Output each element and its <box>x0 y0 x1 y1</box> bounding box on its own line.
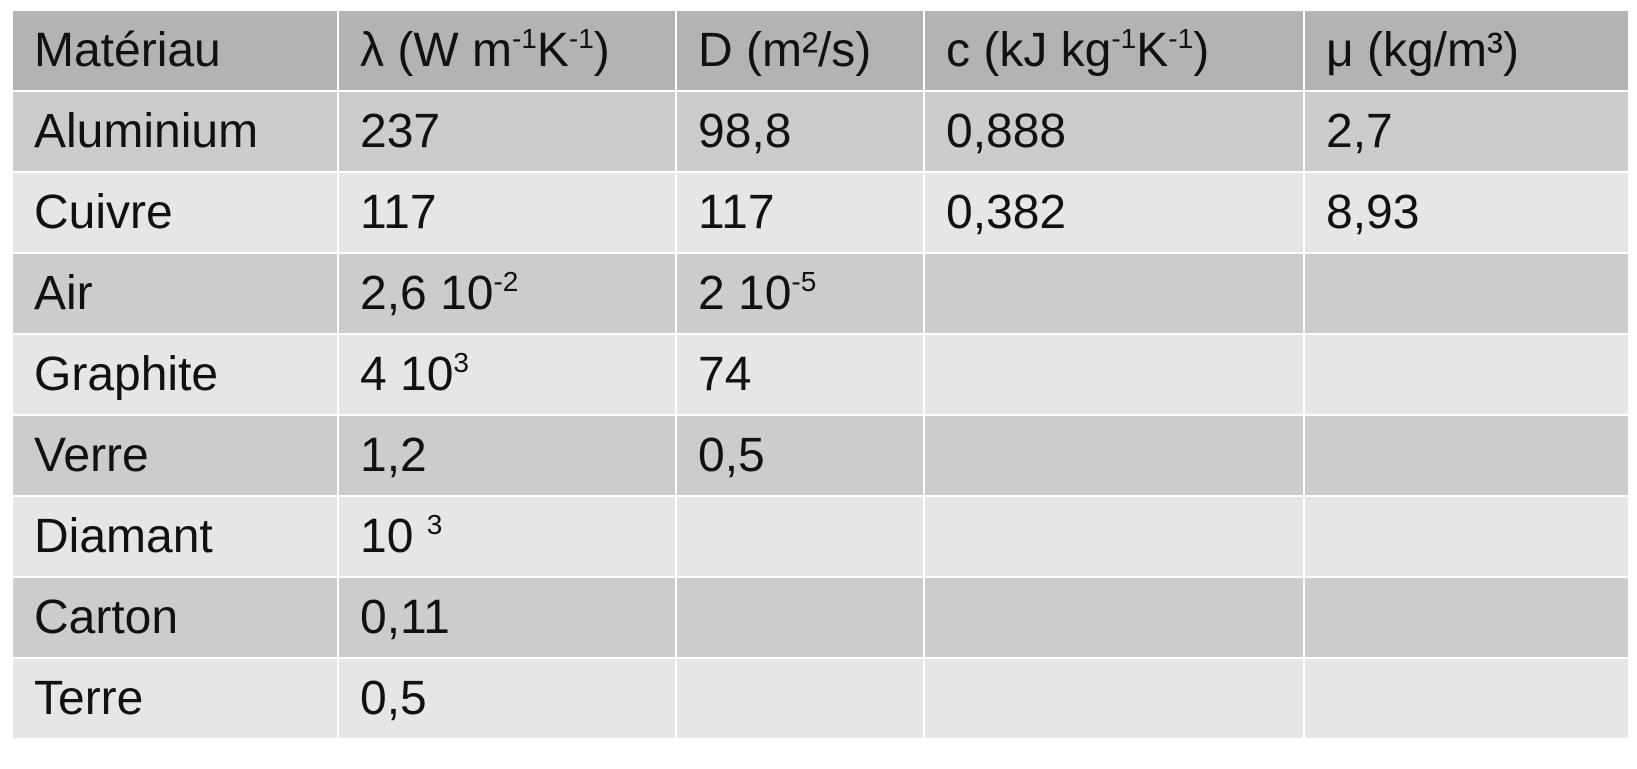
text: 2 10 <box>698 267 792 320</box>
table-row: Diamant 10 3 <box>11 495 1630 578</box>
table-row: Aluminium 237 98,8 0,888 2,7 <box>11 90 1630 173</box>
table-cell: 4 103 <box>337 333 677 416</box>
table-cell <box>1303 333 1630 416</box>
table-cell: 117 <box>675 171 925 254</box>
header-cell: μ (kg/m³) <box>1303 9 1630 92</box>
superscript: 3 <box>453 347 469 378</box>
superscript: -1 <box>511 23 537 54</box>
table-cell: 2,6 10-2 <box>337 252 677 335</box>
table-cell <box>1303 414 1630 497</box>
table-cell: Air <box>11 252 339 335</box>
table-cell: Graphite <box>11 333 339 416</box>
superscript: -5 <box>791 266 817 297</box>
table-body: Matériau λ (W m-1K-1) D (m²/s) c (kJ kg-1K-… <box>11 9 1630 740</box>
table-cell <box>1303 495 1630 578</box>
table-cell: Carton <box>11 576 339 659</box>
table-row: Graphite 4 103 74 <box>11 333 1630 416</box>
table-cell: 2,7 <box>1303 90 1630 173</box>
text: 2,6 10 <box>360 267 494 320</box>
header-cell: Matériau <box>11 9 339 92</box>
text: λ (W m <box>360 24 512 77</box>
table-cell <box>923 252 1305 335</box>
table-row: Verre 1,2 0,5 <box>11 414 1630 497</box>
text: K <box>1136 24 1169 77</box>
table-cell: 8,93 <box>1303 171 1630 254</box>
table-row: Carton 0,11 <box>11 576 1630 659</box>
table-cell: 98,8 <box>675 90 925 173</box>
superscript: -2 <box>493 266 519 297</box>
text: ) <box>593 24 610 77</box>
table-cell: 0,11 <box>337 576 677 659</box>
table-cell: 0,5 <box>337 657 677 740</box>
table-cell <box>923 495 1305 578</box>
table-cell: 1,2 <box>337 414 677 497</box>
text: 10 <box>360 510 427 563</box>
header-cell: λ (W m-1K-1) <box>337 9 677 92</box>
table-cell: Verre <box>11 414 339 497</box>
data-table: Matériau λ (W m-1K-1) D (m²/s) c (kJ kg-1K-… <box>11 9 1630 740</box>
table-cell <box>923 333 1305 416</box>
table-cell <box>1303 252 1630 335</box>
table-cell <box>923 414 1305 497</box>
table-cell: 117 <box>337 171 677 254</box>
header-cell: c (kJ kg-1K-1) <box>923 9 1305 92</box>
table-cell <box>675 495 925 578</box>
superscript: 3 <box>426 509 443 540</box>
table-cell: Diamant <box>11 495 339 578</box>
table-cell: 0,5 <box>675 414 925 497</box>
superscript: -1 <box>1168 23 1194 54</box>
table-cell <box>675 576 925 659</box>
table-cell: 10 3 <box>337 495 677 578</box>
table-row: Terre 0,5 <box>11 657 1630 740</box>
table-cell: 237 <box>337 90 677 173</box>
table-row: Cuivre 117 117 0,382 8,93 <box>11 171 1630 254</box>
table-cell: 0,888 <box>923 90 1305 173</box>
header-cell: D (m²/s) <box>675 9 925 92</box>
table-cell: Aluminium <box>11 90 339 173</box>
superscript: -1 <box>568 23 594 54</box>
table-cell <box>675 657 925 740</box>
text: K <box>536 24 569 77</box>
table-cell <box>1303 657 1630 740</box>
table-cell: 0,382 <box>923 171 1305 254</box>
superscript: -1 <box>1111 23 1137 54</box>
table-cell <box>923 657 1305 740</box>
table-cell: Cuivre <box>11 171 339 254</box>
table-cell <box>923 576 1305 659</box>
text: ) <box>1193 24 1210 77</box>
header-row: Matériau λ (W m-1K-1) D (m²/s) c (kJ kg-1K-… <box>11 9 1630 92</box>
table-cell <box>1303 576 1630 659</box>
table-cell: 2 10-5 <box>675 252 925 335</box>
text: 4 10 <box>360 348 454 401</box>
table-row: Air 2,6 10-2 2 10-5 <box>11 252 1630 335</box>
text: c (kJ kg <box>946 24 1112 77</box>
table-cell: Terre <box>11 657 339 740</box>
table-cell: 74 <box>675 333 925 416</box>
